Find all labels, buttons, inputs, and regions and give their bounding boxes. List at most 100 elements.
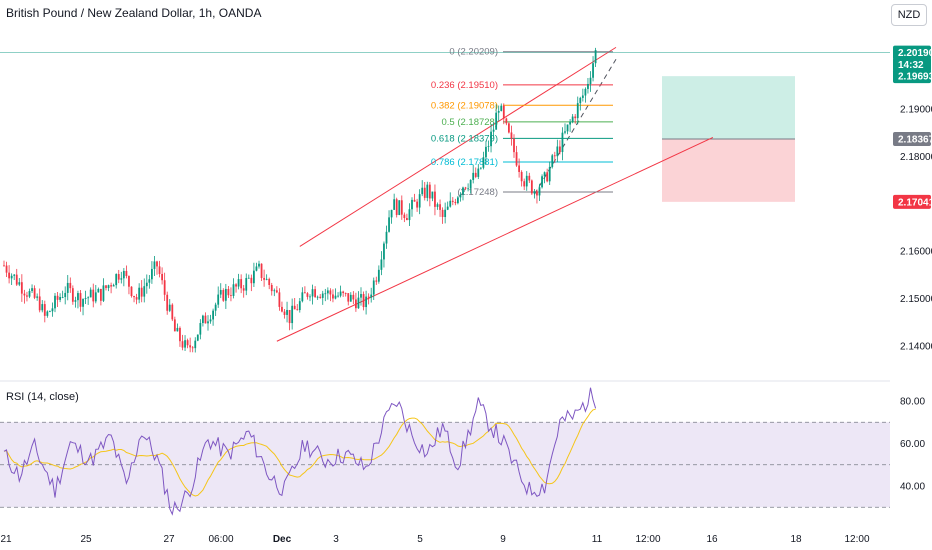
channel-lower-line[interactable]	[276, 136, 714, 342]
rsi-pane[interactable]	[0, 387, 890, 516]
price-tag-label: 2.20190	[898, 48, 932, 59]
rsi-ma-line[interactable]	[3, 408, 596, 497]
candle-body	[189, 345, 192, 348]
candle-body	[306, 293, 309, 297]
stop-zone[interactable]	[662, 139, 795, 202]
candle-body	[321, 293, 324, 298]
candle-body	[400, 200, 403, 215]
candle-body	[367, 296, 370, 298]
candle-body	[523, 181, 526, 187]
candle-body	[204, 315, 207, 324]
candle-body	[179, 327, 181, 342]
candle-body	[61, 297, 64, 298]
candle-body	[59, 297, 61, 300]
candle-body	[510, 132, 513, 139]
candle-body	[551, 155, 554, 167]
candle-body	[500, 105, 503, 111]
candle-body	[219, 290, 222, 295]
candle-body	[209, 319, 212, 322]
candle-body	[576, 103, 579, 119]
candle-body	[296, 309, 299, 311]
candle-body	[43, 304, 46, 316]
candle-body	[319, 296, 322, 298]
candle-body	[176, 327, 179, 332]
rsi-tick-label: 40.00	[900, 482, 925, 493]
candle-body	[482, 157, 485, 168]
candle-body	[548, 166, 551, 182]
candle-body	[128, 276, 130, 287]
candle-body	[87, 297, 90, 299]
candle-body	[508, 123, 510, 133]
price-tick-label: 2.15000	[900, 294, 932, 305]
candle-body	[20, 282, 23, 294]
candle-body	[426, 184, 429, 198]
candle-body	[184, 340, 186, 348]
candle-body	[314, 289, 316, 298]
candle-body	[395, 199, 398, 215]
candle-body	[161, 273, 163, 281]
candle-body	[5, 265, 8, 273]
fib-level-label: 0.382 (2.19078)	[431, 100, 498, 111]
candle-body	[250, 277, 253, 284]
currency-button[interactable]: NZD	[891, 4, 927, 26]
rsi-tick-label: 60.00	[900, 439, 925, 450]
candle-body	[502, 105, 505, 119]
candle-body	[416, 201, 418, 208]
price-pane[interactable]: 0 (2.20209) 0.236 (2.19510) 0.382 (2.19078…	[0, 47, 890, 353]
candle-body	[403, 214, 406, 219]
time-tick-label: 21	[0, 534, 12, 545]
candle-body	[329, 290, 332, 295]
candle-body	[82, 298, 84, 307]
candle-body	[388, 217, 390, 232]
candle-body	[286, 309, 288, 315]
candle-body	[446, 206, 449, 210]
candle-body	[375, 280, 378, 282]
fib-level-label: 0.786 (2.17881)	[431, 157, 498, 168]
candle-body	[148, 279, 151, 283]
candle-body	[408, 209, 411, 221]
candle-body	[265, 278, 268, 280]
candle-body	[227, 288, 230, 296]
time-axis[interactable]: 21 25 27 06:00 Dec 3 5 9 11 12:00 16 18 12:00	[0, 534, 870, 545]
candle-body	[546, 172, 549, 182]
price-tag	[893, 132, 931, 147]
candle-body	[436, 204, 439, 207]
candle-body	[505, 118, 508, 124]
candle-body	[541, 176, 543, 188]
candle-body	[444, 209, 447, 218]
price-axis[interactable]: 2.19000 2.18000 2.16000 2.15000 2.14000 2.201…	[893, 45, 932, 493]
rsi-line[interactable]	[3, 387, 597, 516]
candle-body	[224, 288, 227, 301]
candle-body	[242, 288, 245, 291]
candle-body	[163, 280, 166, 295]
target-zone[interactable]	[662, 76, 795, 140]
candle-body	[411, 199, 413, 210]
candle-body	[105, 285, 107, 289]
candle-body	[194, 340, 197, 349]
candle-body	[474, 172, 477, 177]
candle-body	[528, 175, 531, 181]
candle-body	[18, 282, 21, 285]
candle-body	[89, 289, 92, 298]
candle-body	[222, 290, 225, 301]
candle-body	[120, 278, 123, 280]
candle-body	[530, 180, 533, 194]
candle-body	[352, 294, 355, 300]
candle-body	[291, 305, 294, 324]
price-tag-label: 2.19693	[898, 72, 932, 83]
candle-body	[232, 284, 235, 296]
price-tag	[893, 57, 931, 72]
channel-upper-line[interactable]	[299, 46, 617, 247]
candle-body	[360, 294, 362, 298]
candle-body	[15, 274, 18, 285]
price-tag	[893, 45, 931, 60]
time-tick-label: Dec	[273, 534, 292, 545]
candle-body	[518, 165, 520, 172]
candle-body	[51, 308, 54, 312]
candle-body	[372, 280, 375, 295]
candle-body	[168, 304, 171, 311]
candle-body	[561, 132, 564, 153]
candle-body	[423, 187, 426, 198]
candle-body	[115, 274, 118, 286]
